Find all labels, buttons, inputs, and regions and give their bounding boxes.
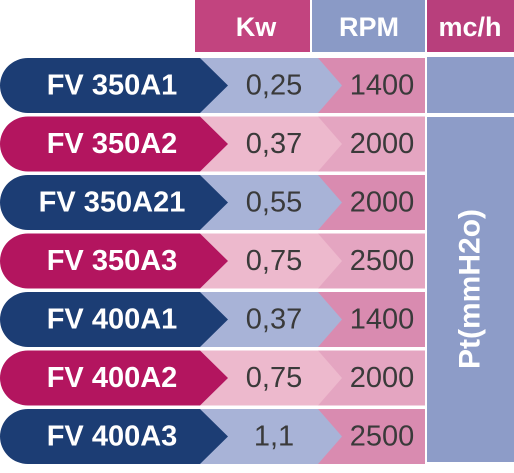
model-cell	[0, 409, 228, 464]
model-label: FV 400A2	[47, 362, 178, 394]
kw-value: 0,55	[246, 187, 302, 219]
rpm-value: 2000	[350, 362, 415, 394]
model-cell	[0, 292, 228, 347]
model-cell	[0, 58, 228, 113]
model-label: FV 350A3	[47, 245, 178, 277]
side-label: Pt(mmH2o)	[454, 209, 487, 369]
header-label: Kw	[236, 12, 277, 42]
header-label: mc/h	[438, 12, 501, 42]
kw-value: 0,75	[246, 362, 302, 394]
kw-cell	[195, 58, 342, 113]
kw-cell	[195, 233, 342, 289]
kw-cell	[195, 409, 342, 464]
header-cell	[312, 0, 425, 52]
model-cell	[0, 175, 228, 230]
kw-cell	[195, 116, 342, 172]
rpm-value: 1400	[350, 304, 415, 336]
rpm-value: 2500	[350, 245, 415, 277]
header-label: RPM	[339, 12, 399, 42]
kw-value: 0,37	[246, 304, 302, 336]
rpm-value: 2000	[350, 187, 415, 219]
kw-value: 0,75	[246, 245, 302, 277]
kw-cell	[195, 175, 342, 230]
kw-value: 0,37	[246, 128, 302, 160]
model-cell	[0, 350, 228, 406]
model-cell	[0, 233, 228, 289]
header-cell	[427, 0, 514, 52]
model-label: FV 400A3	[47, 421, 178, 453]
rpm-value: 1400	[350, 70, 415, 102]
header-cell	[195, 0, 310, 52]
model-label: FV 350A2	[47, 128, 178, 160]
model-label: FV 350A1	[47, 70, 178, 102]
side-cell	[427, 117, 514, 462]
side-cell	[427, 57, 514, 113]
model-label: FV 350A21	[39, 187, 186, 219]
kw-value: 1,1	[254, 421, 294, 453]
kw-cell	[195, 350, 342, 406]
model-label: FV 400A1	[47, 304, 178, 336]
rows: FV 350A1 0,25 1400 FV 350A2 0,37 2000 FV 350A2…	[0, 58, 425, 464]
kw-cell	[195, 292, 342, 347]
kw-value: 0,25	[246, 70, 302, 102]
rpm-value: 2500	[350, 421, 415, 453]
rpm-value: 2000	[350, 128, 415, 160]
model-cell	[0, 116, 228, 172]
